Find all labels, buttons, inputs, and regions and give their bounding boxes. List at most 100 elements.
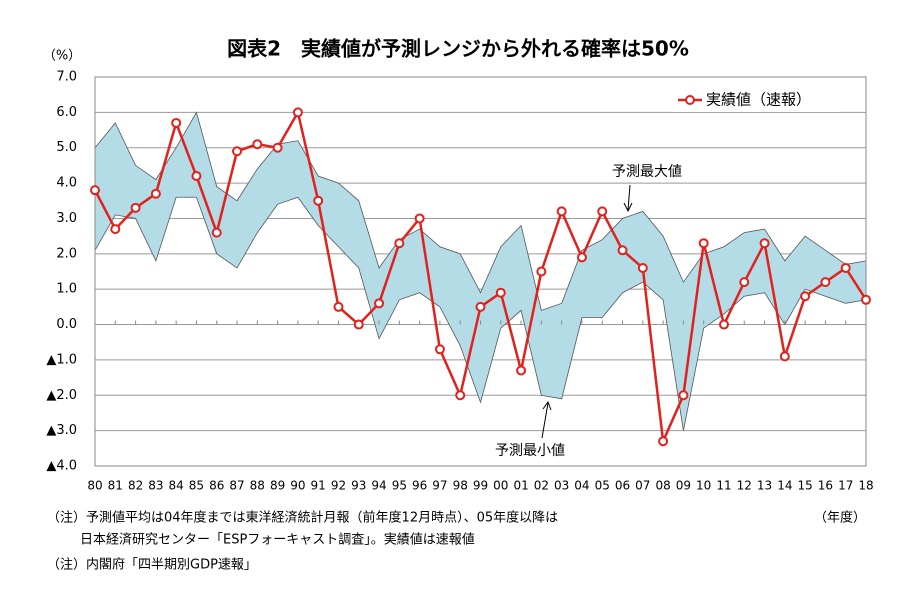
x-tick-label: 94	[371, 479, 386, 493]
data-point	[130, 202, 141, 213]
x-tick-label: 15	[797, 479, 812, 493]
x-tick-label: 12	[737, 479, 752, 493]
x-tick-label: 01	[513, 479, 528, 493]
data-point	[374, 298, 385, 309]
range-lower-edge	[94, 196, 867, 431]
legend-marker	[685, 95, 695, 105]
annotation: 予測最大値	[612, 164, 682, 180]
data-point	[739, 277, 750, 288]
data-point	[455, 390, 466, 401]
data-point	[536, 266, 547, 277]
x-tick-label: 86	[209, 479, 224, 493]
data-point	[292, 107, 303, 118]
x-tick-label: 99	[473, 479, 488, 493]
data-point	[820, 277, 831, 288]
data-point	[313, 195, 324, 206]
annotation-arrow-head	[623, 202, 633, 213]
x-tick-label: 88	[250, 479, 265, 493]
chart-title: 図表2 実績値が予測レンジから外れる確率は50%	[227, 37, 689, 61]
x-tick-label: 18	[858, 479, 873, 493]
x-tick-label: 02	[534, 479, 549, 493]
data-point	[232, 146, 243, 157]
x-tick-label: 91	[311, 479, 326, 493]
data-point	[333, 301, 344, 312]
x-tick-label: 87	[229, 479, 244, 493]
range-area	[95, 112, 866, 431]
annotation-arrow	[541, 402, 549, 439]
data-point	[861, 294, 871, 305]
data-point	[211, 227, 222, 238]
data-point	[434, 344, 445, 355]
annotation-arrow-head	[542, 400, 552, 411]
x-tick-label: 11	[716, 479, 731, 493]
data-point	[556, 206, 567, 217]
y-tick-label: 5.0	[56, 140, 77, 155]
data-point	[597, 206, 608, 217]
data-point	[779, 351, 790, 362]
data-point	[150, 188, 161, 199]
annotation-arrow	[627, 184, 631, 211]
x-tick-label: 03	[554, 479, 569, 493]
data-point	[617, 245, 628, 256]
data-point	[637, 262, 648, 273]
x-tick-label: 84	[169, 479, 184, 493]
x-tick-label: 17	[838, 479, 853, 493]
y-tick-label: 3.0	[56, 211, 77, 226]
x-tick-label: 93	[351, 479, 366, 493]
x-tick-label: 92	[331, 479, 346, 493]
x-tick-label: 97	[432, 479, 447, 493]
data-point	[800, 291, 811, 302]
x-tick-label: 00	[493, 479, 508, 493]
data-point	[353, 319, 364, 330]
x-tick-label: 07	[635, 479, 650, 493]
x-tick-label: 09	[676, 479, 691, 493]
x-tick-label: 81	[108, 479, 123, 493]
x-tick-label: 90	[290, 479, 305, 493]
x-tick-label: 08	[655, 479, 670, 493]
y-unit-label: （%）	[43, 49, 81, 64]
y-tick-label: 6.0	[56, 105, 77, 120]
y-tick-label: 4.0	[56, 176, 77, 191]
x-tick-label: 13	[757, 479, 772, 493]
data-point	[576, 252, 587, 263]
y-tick-label: ▲2.0	[46, 388, 77, 403]
y-tick-label: 2.0	[56, 246, 77, 261]
y-tick-label: 0.0	[56, 317, 77, 332]
data-point	[516, 365, 527, 376]
range-upper-edge	[94, 111, 867, 311]
data-point	[718, 319, 729, 330]
x-tick-label: 04	[574, 479, 589, 493]
data-point	[678, 390, 689, 401]
x-tick-label: 85	[189, 479, 204, 493]
data-point	[698, 238, 709, 249]
data-point	[394, 238, 405, 249]
y-tick-label: 7.0	[56, 70, 77, 85]
data-point	[191, 171, 202, 182]
data-point	[252, 139, 263, 150]
data-point	[90, 185, 100, 196]
note: （注）内閣府「四半期別GDP速報」	[47, 557, 257, 573]
data-point	[272, 142, 283, 153]
x-tick-label: 14	[777, 479, 792, 493]
y-tick-label: ▲4.0	[46, 459, 77, 474]
data-point	[171, 117, 182, 128]
x-unit-label: （年度）	[814, 510, 866, 526]
legend-label: 実績値（速報）	[706, 91, 811, 109]
x-tick-label: 10	[696, 479, 711, 493]
x-tick-label: 96	[412, 479, 427, 493]
note: 日本経済研究センター「ESPフォーキャスト調査」。実績値は速報値	[80, 532, 475, 548]
x-tick-label: 95	[392, 479, 407, 493]
x-tick-label: 80	[87, 479, 102, 493]
annotation: 予測最小値	[495, 443, 565, 459]
data-point	[759, 238, 770, 249]
data-point	[110, 224, 121, 235]
data-point	[658, 436, 669, 447]
x-tick-label: 06	[615, 479, 630, 493]
data-point	[840, 262, 851, 273]
x-tick-label: 16	[818, 479, 833, 493]
x-tick-label: 82	[128, 479, 143, 493]
y-tick-label: ▲1.0	[46, 352, 77, 367]
x-tick-label: 05	[595, 479, 610, 493]
data-point	[414, 213, 425, 224]
